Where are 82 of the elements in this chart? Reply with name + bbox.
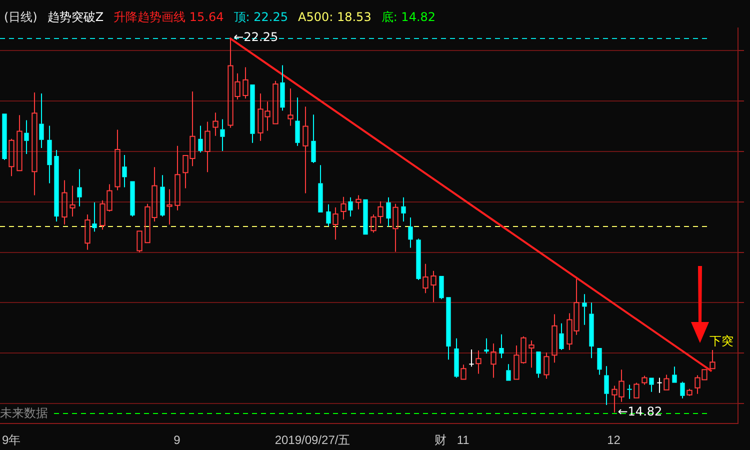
candlestick <box>332 206 338 240</box>
candlestick <box>589 302 594 359</box>
candlestick <box>348 196 353 217</box>
ref-line-label: 顶: 22.25 <box>234 8 288 26</box>
candlestick <box>84 214 90 250</box>
candlestick <box>242 66 248 100</box>
candlestick <box>77 168 82 207</box>
candlestick <box>136 230 142 253</box>
ref-line-label: A500: 18.53 <box>298 10 372 24</box>
chart-title: (日线) <box>4 8 38 26</box>
candlestick <box>536 352 541 378</box>
candlestick <box>39 93 44 148</box>
candlestick <box>604 366 609 406</box>
candlestick <box>280 64 285 112</box>
candlestick <box>160 174 165 217</box>
x-tick-label: 2019/09/27/五 <box>274 433 350 448</box>
candlestick <box>212 112 218 136</box>
x-tick-label: 11 <box>456 433 470 448</box>
x-tick-label: 9年 <box>2 433 21 448</box>
candlestick <box>62 180 68 226</box>
candlestick <box>439 276 444 300</box>
chart-subtitle: 趋势突破Z <box>47 8 104 26</box>
candlestick <box>2 114 7 161</box>
candlestick <box>386 196 391 228</box>
candlestick <box>710 350 716 370</box>
candlestick <box>174 145 180 211</box>
candlestick <box>627 384 632 400</box>
candlestick <box>16 114 22 172</box>
candlestick <box>32 92 38 196</box>
candlestick <box>318 164 323 212</box>
ref-line-label: 底: 14.82 <box>381 8 436 26</box>
annotation: ←22.25 <box>234 30 278 44</box>
candlestick <box>422 263 428 294</box>
candlestick <box>288 88 294 126</box>
x-tick-label: 9 <box>174 433 181 448</box>
x-tick-label: 12 <box>607 433 621 448</box>
candlestick <box>114 129 120 191</box>
candlestick <box>166 188 172 226</box>
candlestick <box>47 125 52 184</box>
candlestick <box>340 196 346 220</box>
candlestick <box>552 314 558 364</box>
candlestick <box>130 181 135 217</box>
candlestick <box>408 216 413 248</box>
candlestick <box>559 322 564 351</box>
candlestick <box>528 340 534 368</box>
candlestick <box>122 154 127 188</box>
candlestick <box>92 202 97 232</box>
candlestick <box>490 342 496 378</box>
candlestick <box>24 120 29 154</box>
candlestick <box>672 366 677 383</box>
candlestick <box>476 350 482 374</box>
candlestick <box>454 338 459 378</box>
series-label: 升降趋势画线 15.64 <box>114 8 224 26</box>
candlestick <box>656 377 662 394</box>
candlestick <box>680 381 685 399</box>
candlestick <box>204 121 210 173</box>
candlestick <box>356 194 362 210</box>
candlestick <box>302 106 308 194</box>
candlestick <box>484 338 489 354</box>
candlestick <box>582 294 587 326</box>
candlestick <box>401 196 406 222</box>
annotation: ←14.82 <box>618 404 662 419</box>
candlestick <box>506 364 511 381</box>
candlestick <box>446 297 451 360</box>
candlestick <box>220 118 225 152</box>
candlestick <box>597 348 602 376</box>
annotation: 未来数据 <box>0 405 50 422</box>
candlestick <box>8 138 14 177</box>
candlestick <box>416 238 421 280</box>
candlestick <box>392 203 398 252</box>
candlestick <box>311 114 316 164</box>
candlestick <box>430 270 436 303</box>
candlestick <box>649 378 654 392</box>
candlestick <box>54 149 59 222</box>
annotation: 下突 <box>710 334 734 348</box>
candlestick <box>295 97 300 146</box>
candlestick <box>198 125 203 153</box>
candlestick <box>326 204 331 227</box>
x-tick-label: 财 <box>434 433 447 448</box>
candlestick <box>468 349 474 368</box>
candlestick <box>70 185 76 217</box>
candlestick <box>499 334 504 359</box>
